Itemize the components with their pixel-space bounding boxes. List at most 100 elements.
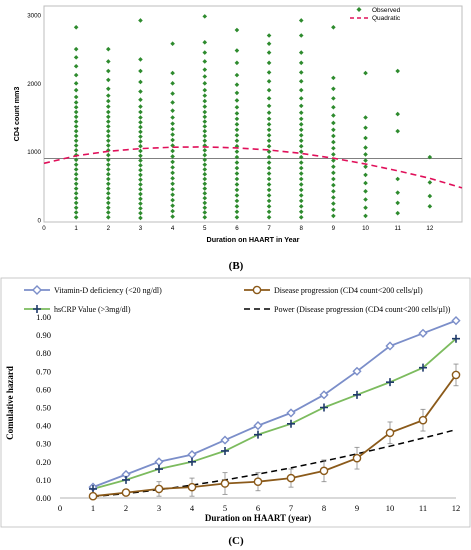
legend-quadratic-label: Quadratic xyxy=(372,15,401,22)
legend-hscrp-marker xyxy=(33,305,41,313)
scatter-point xyxy=(106,167,111,172)
scatter-x-tick-label: 6 xyxy=(235,225,239,232)
scatter-point xyxy=(106,98,111,104)
scatter-point xyxy=(138,89,143,94)
scatter-point xyxy=(138,97,143,103)
hazard-x-tick-label: 1 xyxy=(91,503,95,513)
scatter-point xyxy=(170,170,175,176)
scatter-point xyxy=(73,210,79,215)
scatter-point xyxy=(202,109,208,115)
scatter-point xyxy=(331,139,336,145)
scatter-point xyxy=(395,68,400,74)
scatter-point xyxy=(298,87,304,93)
vitd-point xyxy=(220,435,230,445)
legend-disease-marker xyxy=(252,285,262,295)
scatter-point xyxy=(298,96,304,101)
scatter-point xyxy=(202,214,208,220)
scatter-point xyxy=(73,181,79,187)
hscrp-point xyxy=(221,446,229,455)
scatter-point xyxy=(73,157,79,163)
hazard-y-tick-label: 0.20 xyxy=(36,457,51,467)
scatter-point xyxy=(298,187,304,193)
disease-point xyxy=(253,477,263,487)
hazard-x-tick-label: 12 xyxy=(452,503,461,513)
scatter-point xyxy=(138,153,143,159)
scatter-y-tick-label: 1000 xyxy=(27,149,41,156)
scatter-point xyxy=(298,116,304,122)
scatter-point xyxy=(73,191,79,196)
scatter-point xyxy=(73,81,79,86)
scatter-point xyxy=(138,210,143,216)
hazard-panel: Vitamin-D deficiency (<20 ng/dl) Disease… xyxy=(0,277,471,528)
scatter-point xyxy=(73,128,79,134)
scatter-point xyxy=(73,72,79,78)
scatter-point xyxy=(266,143,272,149)
scatter-point xyxy=(234,60,240,66)
scatter-point xyxy=(106,104,111,109)
disease-point xyxy=(319,466,329,476)
scatter-point xyxy=(73,55,79,60)
scatter-point xyxy=(266,116,272,122)
scatter-point xyxy=(266,122,272,127)
scatter-point xyxy=(363,205,368,210)
scatter-point xyxy=(202,138,208,144)
scatter-point xyxy=(427,154,433,160)
scatter-point xyxy=(73,94,79,100)
scatter-point xyxy=(170,137,175,143)
hazard-y-tick-label: 0.70 xyxy=(36,366,51,376)
scatter-point xyxy=(234,154,240,160)
scatter-x-tick-label: 4 xyxy=(171,225,175,232)
scatter-point xyxy=(331,170,336,176)
scatter-point xyxy=(73,138,79,144)
scatter-x-tick-label: 12 xyxy=(426,225,433,232)
scatter-point xyxy=(202,167,208,172)
scatter-point xyxy=(363,213,368,219)
scatter-point xyxy=(331,96,336,101)
scatter-point xyxy=(202,93,208,98)
scatter-point xyxy=(363,189,368,194)
scatter-point xyxy=(266,214,272,220)
disease-point xyxy=(451,370,461,380)
scatter-point xyxy=(138,79,143,85)
scatter-point xyxy=(298,198,304,204)
scatter-point xyxy=(106,59,111,64)
scatter-point xyxy=(331,127,336,133)
scatter-observed-points xyxy=(73,14,433,221)
scatter-point xyxy=(170,214,175,219)
scatter-point xyxy=(234,165,240,171)
scatter-point xyxy=(234,90,240,96)
scatter-point xyxy=(266,70,272,75)
scatter-point xyxy=(106,86,111,92)
scatter-point xyxy=(234,193,240,198)
scatter-point xyxy=(202,114,208,120)
scatter-point xyxy=(234,214,240,220)
scatter-point xyxy=(106,77,111,83)
scatter-x-tick-label: 5 xyxy=(203,225,207,232)
hazard-x-tick-label: 9 xyxy=(355,503,359,513)
scatter-point xyxy=(106,210,111,215)
legend-observed-label: Observed xyxy=(372,7,401,14)
scatter-point xyxy=(106,191,111,196)
scatter-point xyxy=(298,204,304,209)
scatter-point xyxy=(106,68,111,74)
scatter-point xyxy=(298,127,304,133)
scatter-point xyxy=(298,182,304,187)
disease-point xyxy=(121,488,131,497)
scatter-point xyxy=(202,87,208,93)
scatter-point xyxy=(234,82,240,87)
scatter-point xyxy=(138,119,143,125)
scatter-point xyxy=(106,176,111,182)
scatter-point xyxy=(395,176,400,182)
hscrp-point xyxy=(287,419,295,428)
scatter-point xyxy=(73,109,79,115)
scatter-point xyxy=(234,138,240,144)
scatter-point xyxy=(138,134,143,139)
hazard-y-axis-label: Comulative hazard xyxy=(5,366,15,440)
scatter-x-ticks: 0 1 2 3 4 5 6 7 8 9 10 11 12 xyxy=(42,225,434,232)
scatter-point xyxy=(331,133,336,139)
scatter-point xyxy=(395,210,400,216)
scatter-point xyxy=(106,214,111,220)
scatter-point xyxy=(73,148,79,153)
scatter-point xyxy=(138,68,143,74)
